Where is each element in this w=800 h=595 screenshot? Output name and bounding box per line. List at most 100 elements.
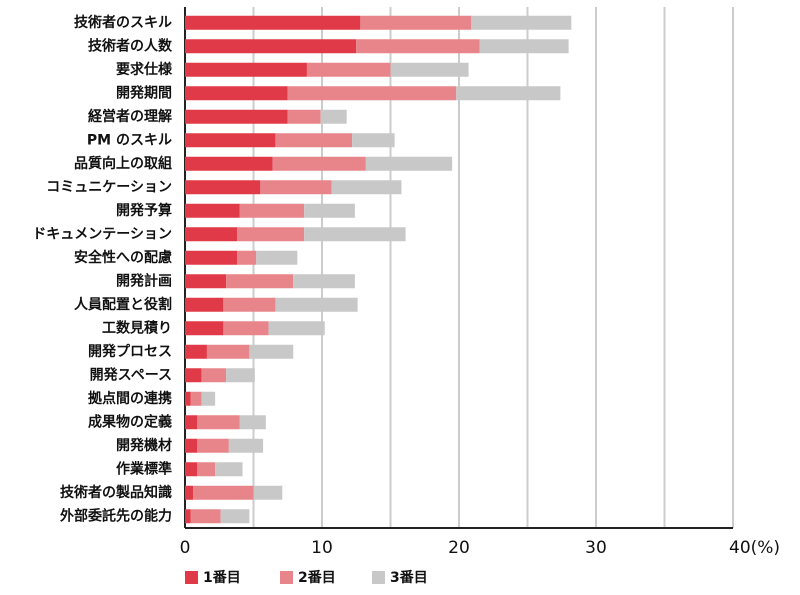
bar-segment xyxy=(185,133,276,148)
bar-segment xyxy=(185,462,198,477)
y-tick-label: 作業標準 xyxy=(116,460,172,477)
x-tick-label: 40(%) xyxy=(729,538,780,558)
bar-segment xyxy=(185,250,238,265)
bar-segment xyxy=(228,438,264,453)
y-tick-label: 開発予算 xyxy=(116,202,172,219)
y-tick-label: 工数見積り xyxy=(102,319,172,336)
y-tick-label: コミュニケーション xyxy=(46,179,172,195)
y-tick-label: 技術者の人数 xyxy=(88,37,173,54)
bar-segment xyxy=(360,15,472,30)
bar-segment xyxy=(185,321,224,336)
bar-segment xyxy=(197,438,229,453)
bar-segment xyxy=(304,227,406,242)
y-tick-label: PM のスキル xyxy=(87,132,172,148)
bar-segment xyxy=(239,203,305,218)
x-tick-label: 30 xyxy=(585,538,607,558)
bar-segment xyxy=(306,62,391,77)
bar-segment xyxy=(206,344,250,359)
bar-segment xyxy=(185,62,307,77)
bar-segment xyxy=(190,391,202,406)
y-tick-label: 開発プロセス xyxy=(88,343,172,360)
y-tick-label: 技術者の製品知識 xyxy=(60,484,172,501)
y-tick-label: 開発計画 xyxy=(116,272,172,289)
legend-label: 2番目 xyxy=(298,569,336,586)
bar-segment xyxy=(185,438,198,453)
y-tick-label: 経営者の理解 xyxy=(88,108,172,125)
bar-segment xyxy=(197,462,216,477)
bar-segment xyxy=(193,485,254,500)
bar-segment xyxy=(239,415,266,430)
y-tick-label: 人員配置と役割 xyxy=(74,296,172,313)
legend-label: 3番目 xyxy=(390,569,428,586)
bar-segment xyxy=(304,203,355,218)
bar-segment xyxy=(223,321,269,336)
bar-segment xyxy=(220,509,250,524)
y-tick-label: 拠点間の連携 xyxy=(88,390,172,407)
y-tick-label: 開発機材 xyxy=(116,437,172,454)
bar-segment xyxy=(223,297,276,312)
bar-segment xyxy=(287,109,321,124)
x-tick-label: 0 xyxy=(180,538,191,558)
bar-segment xyxy=(471,15,572,30)
bar-segment xyxy=(215,462,243,477)
bar-segment xyxy=(356,39,480,54)
x-tick-label: 10 xyxy=(311,538,333,558)
bar-segment xyxy=(190,509,221,524)
bar-segment xyxy=(185,15,361,30)
bar-segment xyxy=(185,109,288,124)
bar-segment xyxy=(226,368,255,383)
bar-segment xyxy=(185,368,202,383)
bar-segment xyxy=(201,391,216,406)
y-tick-label: 技術者のスキル xyxy=(74,14,172,31)
bar-segment xyxy=(275,297,358,312)
bar-segment xyxy=(197,415,240,430)
bar-segment xyxy=(237,250,257,265)
bar-segment xyxy=(185,415,198,430)
bar-segment xyxy=(365,156,453,171)
bar-segment xyxy=(185,297,224,312)
bar-segment xyxy=(185,344,207,359)
bar-segment xyxy=(268,321,325,336)
bar-segment xyxy=(331,180,402,195)
bar-segment xyxy=(185,39,357,54)
bar-segment xyxy=(456,86,561,101)
bar-segment xyxy=(185,156,273,171)
legend-label: 1番目 xyxy=(203,569,241,586)
bar-segment xyxy=(185,203,240,218)
y-tick-label: 開発期間 xyxy=(116,84,172,101)
bar-segment xyxy=(185,227,238,242)
bar-segment xyxy=(320,109,347,124)
bar-segment xyxy=(256,250,298,265)
y-tick-label: 要求仕様 xyxy=(116,61,173,78)
y-tick-label: 安全性への配慮 xyxy=(74,249,172,266)
legend-swatch xyxy=(372,571,385,584)
legend-swatch xyxy=(185,571,198,584)
bar-segment xyxy=(185,485,194,500)
bar-segment xyxy=(185,86,288,101)
y-tick-label: 成果物の定義 xyxy=(88,413,172,430)
y-tick-label: 品質向上の取組 xyxy=(74,155,172,172)
y-tick-label: ドキュメンテーション xyxy=(32,226,172,242)
bar-segment xyxy=(237,227,305,242)
bar-segment xyxy=(390,62,469,77)
bar-segment xyxy=(260,180,332,195)
bar-segment xyxy=(479,39,569,54)
bar-segment xyxy=(185,391,191,406)
bar-segment xyxy=(201,368,227,383)
y-tick-label: 外部委託先の能力 xyxy=(60,507,172,524)
bar-segment xyxy=(185,180,261,195)
bar-segment xyxy=(185,509,191,524)
bar-segment xyxy=(293,274,355,289)
y-tick-label: 開発スペース xyxy=(90,366,172,383)
bar-segment xyxy=(253,485,283,500)
bar-segment xyxy=(185,274,227,289)
legend-swatch xyxy=(280,571,293,584)
x-tick-label: 20 xyxy=(448,538,470,558)
bar-segment xyxy=(275,133,353,148)
bar-segment xyxy=(226,274,294,289)
bar-segment xyxy=(287,86,457,101)
bar-segment xyxy=(272,156,366,171)
bar-segment xyxy=(352,133,395,148)
bar-segment xyxy=(249,344,294,359)
